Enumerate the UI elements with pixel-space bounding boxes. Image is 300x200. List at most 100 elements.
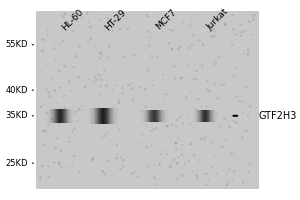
Bar	[155, 110, 156, 122]
Point	[178, 76, 183, 79]
Point	[95, 73, 100, 76]
Point	[154, 120, 159, 123]
Point	[148, 31, 153, 34]
Point	[58, 149, 63, 153]
Point	[244, 129, 248, 132]
Point	[234, 66, 239, 70]
Bar	[102, 108, 103, 124]
Point	[52, 43, 56, 46]
Bar	[198, 110, 199, 122]
Point	[224, 138, 228, 141]
Bar	[193, 110, 194, 122]
Bar	[64, 109, 65, 123]
Point	[117, 97, 122, 101]
Point	[188, 142, 193, 146]
Point	[214, 172, 219, 175]
Point	[178, 116, 182, 119]
Point	[120, 86, 125, 89]
Point	[111, 182, 116, 185]
Point	[126, 27, 130, 30]
Point	[129, 172, 134, 175]
Point	[170, 123, 175, 127]
Point	[80, 109, 85, 112]
Point	[68, 89, 73, 93]
Point	[185, 63, 190, 66]
Point	[189, 43, 194, 47]
Point	[104, 14, 109, 17]
Point	[189, 142, 194, 145]
Point	[57, 69, 62, 72]
Text: 40KD: 40KD	[6, 86, 28, 95]
Point	[152, 163, 156, 166]
Point	[169, 48, 174, 51]
Point	[238, 23, 243, 26]
Bar	[162, 110, 163, 122]
Point	[62, 94, 67, 98]
Point	[241, 112, 245, 115]
Bar	[65, 109, 66, 123]
Bar	[51, 109, 52, 123]
Point	[174, 141, 178, 145]
Point	[121, 24, 125, 28]
Point	[107, 29, 112, 32]
Bar	[145, 110, 146, 122]
Bar	[53, 109, 54, 123]
Point	[239, 34, 244, 37]
Bar	[73, 109, 74, 123]
Point	[118, 167, 123, 170]
Point	[212, 155, 217, 158]
Point	[110, 89, 115, 92]
Bar	[167, 110, 168, 122]
Point	[147, 44, 152, 47]
Point	[48, 95, 52, 98]
Point	[108, 106, 113, 109]
Bar	[111, 108, 112, 124]
Point	[93, 75, 98, 78]
Point	[230, 179, 235, 182]
Bar	[63, 109, 64, 123]
Point	[106, 159, 111, 162]
Bar	[98, 108, 99, 124]
Bar	[156, 110, 157, 122]
Point	[62, 106, 67, 109]
Point	[232, 170, 236, 173]
Point	[196, 154, 201, 157]
Point	[115, 143, 120, 146]
Point	[86, 40, 91, 43]
Bar	[108, 108, 109, 124]
Bar	[206, 110, 207, 122]
Point	[220, 145, 225, 149]
Bar	[88, 108, 89, 124]
Point	[79, 167, 84, 170]
Point	[192, 154, 197, 157]
Point	[201, 42, 206, 46]
Point	[182, 162, 187, 165]
Point	[241, 30, 245, 33]
Point	[167, 28, 172, 31]
Point	[160, 149, 165, 152]
Point	[214, 31, 218, 34]
Point	[57, 163, 62, 166]
Point	[204, 105, 209, 108]
Bar	[100, 108, 101, 124]
Point	[188, 24, 193, 27]
Point	[88, 25, 93, 29]
Point	[107, 165, 112, 168]
Point	[177, 138, 182, 142]
Point	[155, 56, 160, 59]
Point	[106, 117, 111, 120]
Point	[146, 69, 151, 72]
Bar	[213, 110, 214, 122]
Point	[235, 148, 240, 152]
Point	[250, 33, 255, 36]
Point	[222, 99, 226, 102]
Point	[215, 97, 220, 100]
Point	[112, 103, 117, 106]
Point	[157, 161, 162, 164]
Bar	[159, 110, 160, 122]
Bar	[164, 110, 165, 122]
Bar	[97, 108, 98, 124]
Bar	[202, 110, 203, 122]
Point	[90, 157, 95, 160]
Point	[40, 164, 45, 168]
